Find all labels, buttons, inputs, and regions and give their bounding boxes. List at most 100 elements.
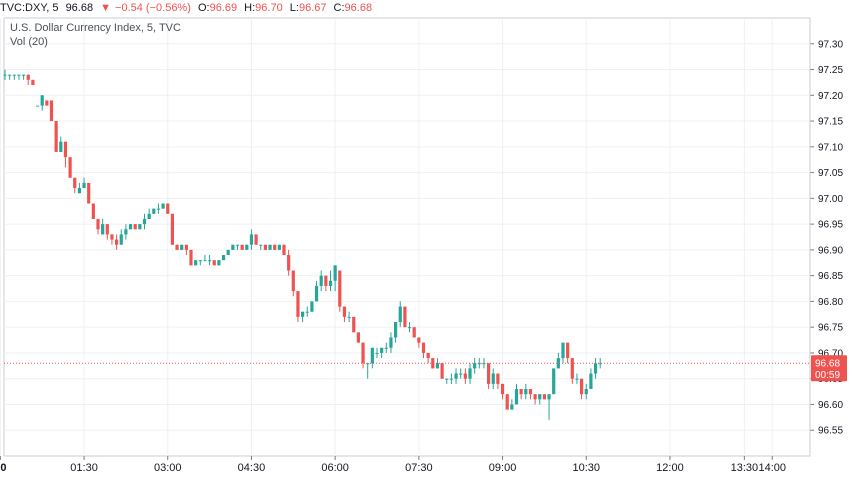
candle[interactable] (212, 260, 216, 266)
candle[interactable] (254, 234, 258, 245)
candle[interactable] (133, 224, 137, 230)
candle[interactable] (189, 249, 193, 266)
candle[interactable] (8, 74, 12, 80)
candle[interactable] (435, 358, 440, 369)
candle[interactable] (203, 255, 207, 262)
candle[interactable] (319, 270, 323, 292)
candle[interactable] (473, 358, 477, 374)
candle[interactable] (570, 358, 574, 384)
candle[interactable] (63, 141, 68, 168)
candle[interactable] (35, 105, 40, 107)
candle[interactable] (403, 306, 407, 328)
candle[interactable] (217, 260, 221, 266)
candle[interactable] (431, 358, 435, 369)
candle[interactable] (240, 244, 244, 250)
candle[interactable] (547, 394, 551, 420)
candle[interactable] (170, 213, 174, 245)
candle[interactable] (412, 327, 416, 338)
candle[interactable] (500, 383, 505, 400)
candle[interactable] (124, 224, 128, 240)
volume-indicator-label[interactable]: Vol (20) (10, 36, 48, 48)
candle[interactable] (115, 234, 119, 250)
candle[interactable] (552, 368, 556, 395)
candle[interactable] (26, 74, 30, 85)
candle[interactable] (208, 255, 212, 266)
candle[interactable] (105, 224, 109, 240)
candle[interactable] (487, 363, 491, 390)
candle[interactable] (342, 306, 347, 323)
candle[interactable] (389, 332, 393, 353)
candle[interactable] (421, 342, 426, 359)
candle[interactable] (235, 244, 240, 250)
candle[interactable] (142, 213, 147, 230)
candle[interactable] (380, 347, 384, 359)
symbol-label[interactable]: TVC:DXY, 5 (0, 2, 59, 14)
candle[interactable] (277, 244, 281, 250)
candle[interactable] (91, 203, 95, 219)
candle[interactable] (496, 373, 500, 390)
candle[interactable] (394, 322, 398, 343)
candle[interactable] (328, 270, 333, 292)
candle[interactable] (221, 255, 226, 261)
candle[interactable] (296, 291, 300, 323)
candle[interactable] (226, 249, 230, 256)
candle[interactable] (87, 182, 91, 204)
candle[interactable] (510, 399, 514, 410)
candle[interactable] (231, 244, 235, 250)
candle[interactable] (101, 218, 105, 235)
candle[interactable] (54, 121, 58, 152)
candle[interactable] (542, 394, 546, 400)
candle[interactable] (366, 363, 370, 379)
candle[interactable] (370, 347, 374, 369)
candle[interactable] (417, 337, 421, 348)
candle[interactable] (356, 332, 360, 343)
candle[interactable] (575, 373, 579, 384)
candle[interactable] (310, 301, 314, 312)
candle[interactable] (524, 383, 528, 400)
candle[interactable] (198, 260, 202, 266)
candle[interactable] (96, 218, 100, 235)
candle[interactable] (175, 244, 179, 250)
candle[interactable] (347, 311, 351, 323)
candle[interactable] (138, 224, 142, 230)
candle[interactable] (593, 358, 598, 379)
candle[interactable] (82, 177, 86, 189)
candle[interactable] (287, 249, 291, 276)
candle[interactable] (491, 368, 495, 390)
candle[interactable] (184, 244, 188, 256)
candle[interactable] (147, 208, 151, 219)
candle[interactable] (375, 347, 379, 359)
candle[interactable] (314, 280, 319, 302)
candle[interactable] (245, 244, 249, 250)
candle[interactable] (110, 234, 114, 245)
candle[interactable] (128, 224, 133, 230)
candle[interactable] (59, 136, 63, 152)
candle[interactable] (580, 378, 584, 400)
candle[interactable] (17, 74, 21, 80)
candle[interactable] (31, 79, 35, 85)
candle[interactable] (180, 244, 184, 250)
candle[interactable] (156, 203, 161, 214)
candle[interactable] (301, 311, 305, 323)
candle[interactable] (166, 203, 170, 214)
candle[interactable] (273, 244, 277, 250)
candle[interactable] (566, 342, 570, 364)
candle[interactable] (119, 229, 123, 245)
candle[interactable] (426, 352, 430, 364)
candle[interactable] (361, 342, 365, 369)
candle[interactable] (505, 394, 509, 410)
candle[interactable] (40, 95, 44, 111)
candle[interactable] (407, 322, 412, 333)
candle[interactable] (161, 203, 165, 209)
candle[interactable] (589, 368, 593, 390)
candle[interactable] (528, 389, 533, 400)
candle[interactable] (482, 358, 486, 369)
candle[interactable] (538, 394, 542, 405)
candle[interactable] (282, 244, 286, 256)
candle[interactable] (468, 363, 472, 384)
candle[interactable] (533, 394, 537, 405)
candle[interactable] (268, 244, 272, 250)
candle[interactable] (249, 229, 254, 250)
candle[interactable] (384, 342, 388, 353)
